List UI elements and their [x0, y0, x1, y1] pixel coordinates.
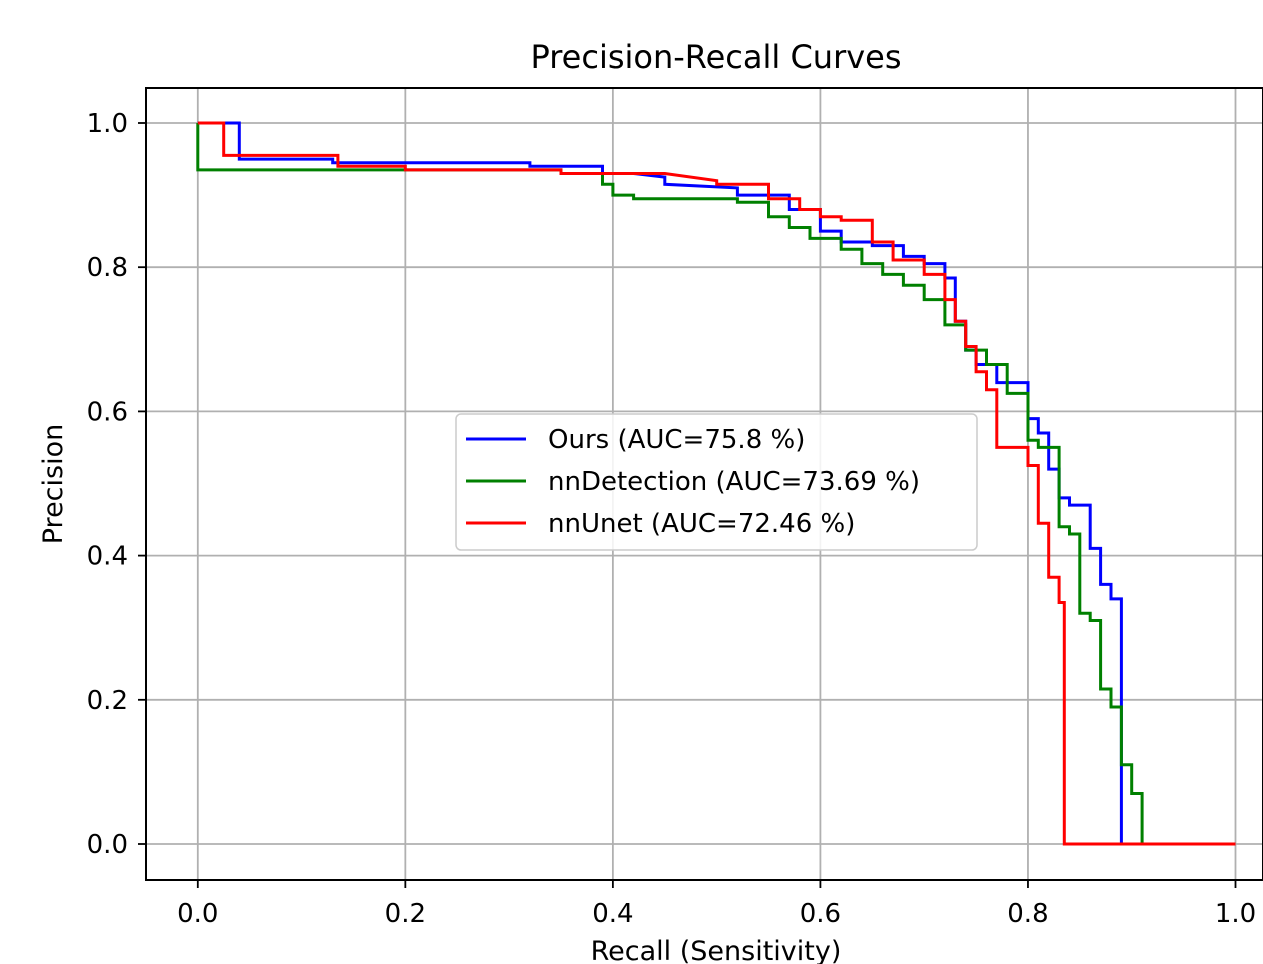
y-tick-label: 0.8 — [87, 253, 128, 283]
y-tick-label: 0.2 — [87, 686, 128, 716]
y-tick-label: 0.4 — [87, 542, 128, 572]
x-tick-label: 0.0 — [177, 899, 218, 929]
x-tick-label: 0.8 — [1007, 899, 1048, 929]
x-tick-label: 0.4 — [592, 899, 633, 929]
y-tick-label: 0.6 — [87, 397, 128, 427]
legend: Ours (AUC=75.8 %) nnDetection (AUC=73.69… — [455, 413, 978, 551]
x-tick-label: 0.2 — [385, 899, 426, 929]
x-axis-label: Recall (Sensitivity) — [591, 936, 842, 964]
x-axis-ticks: 0.0 0.2 0.4 0.6 0.8 1.0 — [177, 880, 1256, 929]
legend-label-ours: Ours (AUC=75.8 %) — [548, 425, 805, 455]
x-tick-label: 0.6 — [800, 899, 841, 929]
chart-title: Precision-Recall Curves — [530, 38, 901, 76]
series-line-nnunet — [197, 121, 1236, 846]
plot-area-frame — [145, 87, 1263, 881]
y-tick-label: 1.0 — [87, 109, 128, 139]
x-tick-label: 1.0 — [1215, 899, 1256, 929]
legend-label-nndetection: nnDetection (AUC=73.69 %) — [548, 467, 920, 497]
legend-box — [455, 413, 978, 551]
y-axis-label: Precision — [38, 424, 69, 544]
series-line-nndetection — [196, 123, 1236, 846]
y-tick-label: 0.0 — [87, 830, 128, 860]
legend-label-nnunet: nnUnet (AUC=72.46 %) — [548, 509, 855, 539]
series-layer — [196, 121, 1236, 846]
y-axis-ticks: 0.0 0.2 0.4 0.6 0.8 1.0 — [87, 109, 146, 860]
